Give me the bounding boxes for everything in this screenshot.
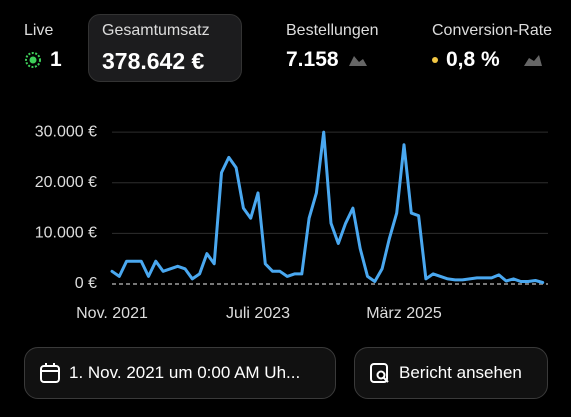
metric-conversion[interactable]: Conversion-Rate 0,8 % bbox=[432, 22, 552, 72]
metric-value: 378.642 € bbox=[102, 48, 205, 74]
status-dot bbox=[432, 57, 438, 63]
metric-label: Gesamtumsatz bbox=[102, 22, 210, 39]
sparkline-icon bbox=[348, 56, 367, 66]
y-tick-label: 0 € bbox=[75, 275, 97, 292]
metric-value: 7.158 bbox=[286, 48, 339, 71]
sparkline-icon bbox=[523, 55, 542, 66]
button-label: 1. Nov. 2021 um 0:00 AM Uh... bbox=[69, 363, 301, 382]
calendar-icon bbox=[40, 363, 60, 383]
button-label: Bericht ansehen bbox=[399, 363, 522, 382]
metric-highlight[interactable] bbox=[88, 14, 242, 82]
x-tick-label: Juli 2023 bbox=[226, 305, 290, 322]
metric-orders[interactable]: Bestellungen 7.158 bbox=[286, 22, 379, 72]
date-range-button[interactable]: 1. Nov. 2021 um 0:00 AM Uh... bbox=[24, 347, 336, 399]
y-tick-label: 20.000 € bbox=[35, 174, 97, 191]
metric-sales[interactable]: Gesamtumsatz 378.642 € bbox=[102, 22, 210, 75]
y-tick-label: 30.000 € bbox=[35, 123, 97, 140]
x-tick-label: März 2025 bbox=[366, 305, 442, 322]
report-icon bbox=[370, 363, 389, 383]
live-icon bbox=[25, 52, 41, 68]
metric-label: Bestellungen bbox=[286, 22, 379, 39]
x-tick-label: Nov. 2021 bbox=[76, 305, 148, 322]
chart: 0 € 10.000 € 20.000 € 30.000 € Nov. 2021 Juli… bbox=[35, 123, 548, 322]
report-button[interactable]: Bericht ansehen bbox=[354, 347, 548, 399]
y-tick-label: 10.000 € bbox=[35, 225, 97, 242]
metric-value: 1 bbox=[50, 48, 62, 71]
metric-label: Conversion-Rate bbox=[432, 22, 553, 39]
line-series bbox=[110, 130, 545, 284]
metric-live: Live 1 bbox=[24, 22, 62, 72]
metric-value: 0,8 % bbox=[446, 48, 500, 71]
metric-label: Live bbox=[24, 22, 54, 39]
